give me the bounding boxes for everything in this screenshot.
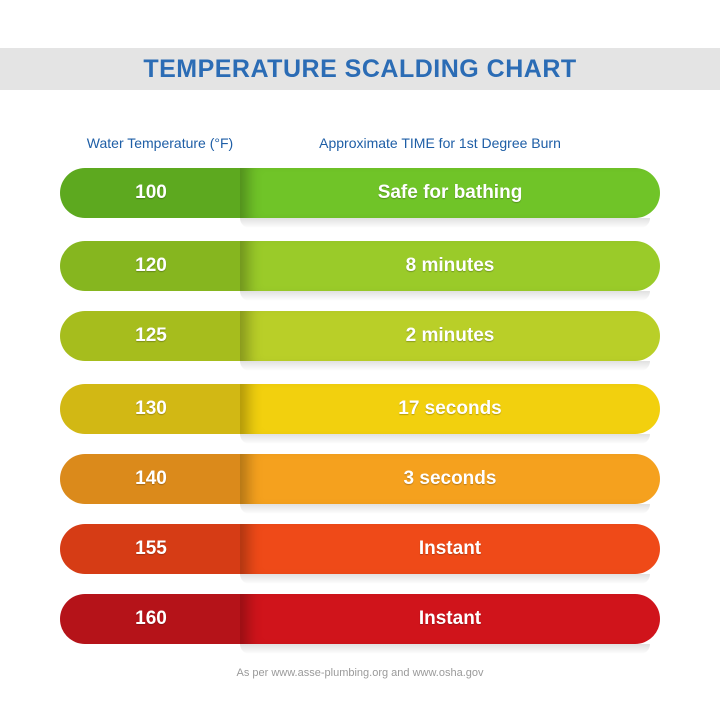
- row-shadow: [240, 574, 650, 584]
- row-shadow: [240, 504, 650, 514]
- time-cell: Instant: [240, 524, 660, 574]
- row-shadow: [240, 291, 650, 301]
- temperature-cell: 125: [60, 311, 242, 361]
- table-row: 120 8 minutes: [60, 241, 660, 301]
- column-header: Water Temperature (°F): [86, 135, 234, 151]
- table-row: 100 Safe for bathing: [60, 168, 660, 228]
- time-cell: 3 seconds: [240, 454, 660, 504]
- time-cell: 2 minutes: [240, 311, 660, 361]
- table-row: 125 2 minutes: [60, 311, 660, 371]
- temperature-cell: 120: [60, 241, 242, 291]
- title-band: [0, 48, 720, 90]
- table-row: 155 Instant: [60, 524, 660, 584]
- table-row: 130 17 seconds: [60, 384, 660, 444]
- title: TEMPERATURE SCALDING CHART: [143, 55, 577, 83]
- time-cell: Safe for bathing: [240, 168, 660, 218]
- column-header: Approximate TIME for 1st Degree Burn: [319, 135, 561, 151]
- temperature-cell: 140: [60, 454, 242, 504]
- temperature-cell: 155: [60, 524, 242, 574]
- table-row: 140 3 seconds: [60, 454, 660, 514]
- row-shadow: [240, 361, 650, 371]
- temperature-cell: 130: [60, 384, 242, 434]
- time-cell: 8 minutes: [240, 241, 660, 291]
- source-note: As per www.asse-plumbing.org and www.osh…: [236, 667, 484, 679]
- time-cell: Instant: [240, 594, 660, 644]
- temperature-cell: 160: [60, 594, 242, 644]
- table-row: 160 Instant: [60, 594, 660, 654]
- row-shadow: [240, 644, 650, 654]
- temperature-cell: 100: [60, 168, 242, 218]
- row-shadow: [240, 218, 650, 228]
- row-shadow: [240, 434, 650, 444]
- time-cell: 17 seconds: [240, 384, 660, 434]
